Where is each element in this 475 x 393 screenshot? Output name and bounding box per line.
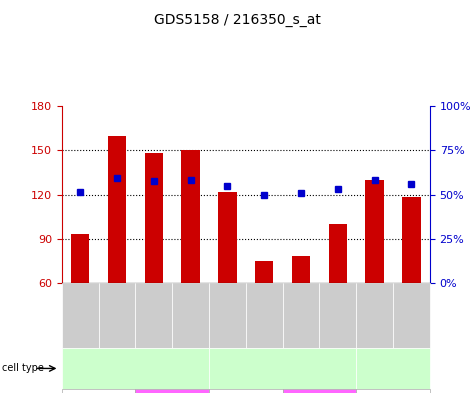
Bar [71, 234, 89, 283]
Bar [181, 151, 200, 283]
Text: GDS5158 / 216350_s_at: GDS5158 / 216350_s_at [154, 13, 321, 27]
Bar [218, 192, 237, 283]
Bar [329, 224, 347, 283]
Text: GSM1371028: GSM1371028 [186, 290, 195, 341]
Text: GSM1371034: GSM1371034 [333, 290, 342, 341]
Text: GSM1371032: GSM1371032 [260, 290, 269, 341]
Text: GSM1371031: GSM1371031 [223, 290, 232, 341]
Text: GSM1371025: GSM1371025 [76, 290, 85, 341]
Text: GSM1371026: GSM1371026 [113, 290, 122, 341]
Text: GSM1371033: GSM1371033 [296, 290, 305, 341]
Bar [292, 256, 310, 283]
Text: differentiated neural rosettes: differentiated neural rosettes [79, 364, 192, 373]
Bar [402, 197, 421, 283]
Text: GSM1371030: GSM1371030 [407, 290, 416, 341]
Text: undifferentiated
H1 hESC parent: undifferentiated H1 hESC parent [362, 359, 424, 378]
Text: GSM1371027: GSM1371027 [149, 290, 158, 341]
Bar [144, 153, 163, 283]
Text: differentiated neural
progenitor cells: differentiated neural progenitor cells [243, 359, 323, 378]
Bar [108, 136, 126, 283]
Bar [365, 180, 384, 283]
Text: GSM1371029: GSM1371029 [370, 290, 379, 341]
Text: cell type: cell type [2, 364, 44, 373]
Bar [255, 261, 274, 283]
